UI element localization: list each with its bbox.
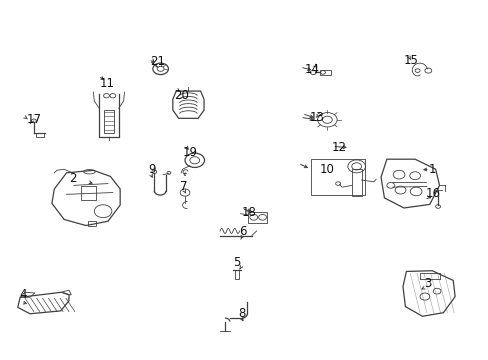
Bar	[310, 159, 365, 195]
Bar	[320, 69, 330, 75]
Text: 9: 9	[148, 163, 155, 176]
Text: 1: 1	[427, 163, 435, 176]
Text: 8: 8	[238, 307, 245, 320]
Text: 3: 3	[423, 277, 430, 290]
Text: 20: 20	[173, 89, 188, 102]
Text: 17: 17	[26, 113, 41, 126]
Text: 6: 6	[239, 225, 246, 238]
Bar	[104, 110, 114, 134]
Text: 15: 15	[403, 54, 418, 67]
Bar	[351, 169, 361, 196]
Text: 12: 12	[331, 141, 346, 154]
Text: 18: 18	[242, 207, 256, 220]
Text: 21: 21	[150, 55, 165, 68]
Text: 7: 7	[180, 180, 187, 193]
Text: 11: 11	[99, 77, 114, 90]
Bar	[235, 270, 239, 279]
Text: 5: 5	[233, 256, 240, 269]
Bar	[81, 186, 96, 200]
Text: 19: 19	[182, 145, 197, 158]
Bar	[36, 133, 43, 137]
Text: 16: 16	[425, 187, 439, 200]
Text: 10: 10	[319, 163, 334, 176]
Bar	[247, 212, 267, 223]
Text: 2: 2	[69, 172, 77, 185]
Text: 14: 14	[304, 63, 319, 76]
Text: 4: 4	[20, 288, 27, 301]
Text: 13: 13	[308, 111, 324, 124]
